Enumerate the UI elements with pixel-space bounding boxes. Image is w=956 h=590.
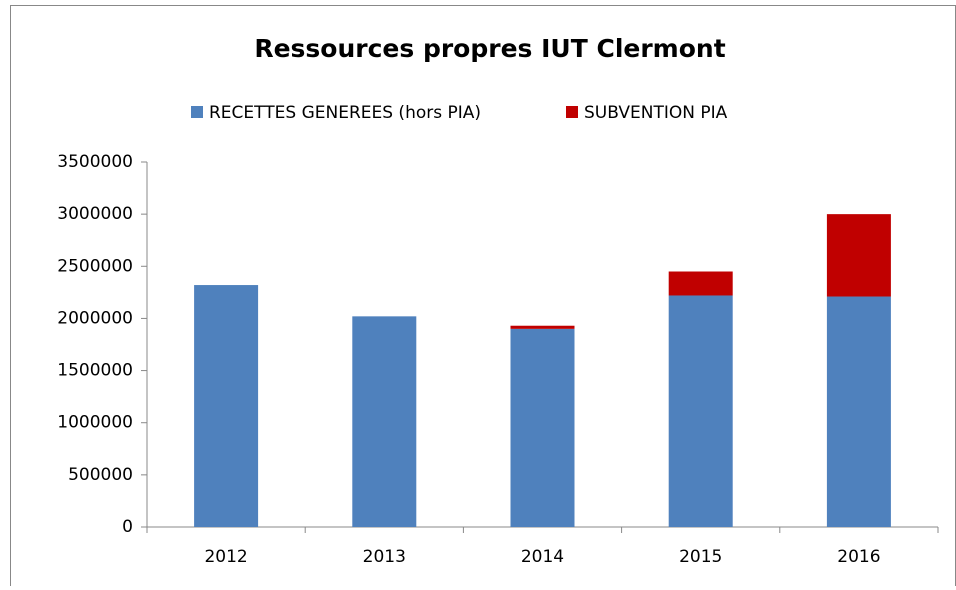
legend-swatch (566, 106, 578, 118)
x-tick-label: 2012 (204, 547, 247, 567)
chart-title: Ressources propres IUT Clermont (254, 34, 725, 63)
y-tick-label: 2500000 (57, 256, 133, 276)
legend-label: RECETTES GENEREES (hors PIA) (209, 103, 481, 123)
bar-segment (826, 214, 891, 297)
y-tick-label: 1000000 (57, 413, 133, 433)
legend: RECETTES GENEREES (hors PIA) SUBVENTION P… (191, 103, 728, 123)
legend-swatch (191, 106, 203, 118)
x-tick-label: 2014 (521, 547, 564, 567)
bar-segment (510, 325, 575, 329)
bar-segment (668, 295, 733, 527)
y-tick-label: 3000000 (57, 204, 133, 224)
bar-segment (826, 296, 891, 527)
bar-segment (194, 285, 259, 527)
y-tick-label: 0 (122, 517, 133, 537)
y-tick-label: 3500000 (57, 152, 133, 172)
y-tick-label: 1500000 (57, 361, 133, 381)
legend-label: SUBVENTION PIA (584, 103, 728, 123)
chart-frame (10, 5, 956, 590)
x-tick-label: 2015 (679, 547, 722, 567)
x-tick-label: 2016 (837, 547, 880, 567)
bar-segment (668, 271, 733, 296)
bar-segment (352, 316, 417, 527)
x-tick-label: 2013 (363, 547, 406, 567)
y-tick-label: 500000 (68, 465, 133, 485)
bar-segment (510, 328, 575, 527)
y-tick-label: 2000000 (57, 308, 133, 328)
